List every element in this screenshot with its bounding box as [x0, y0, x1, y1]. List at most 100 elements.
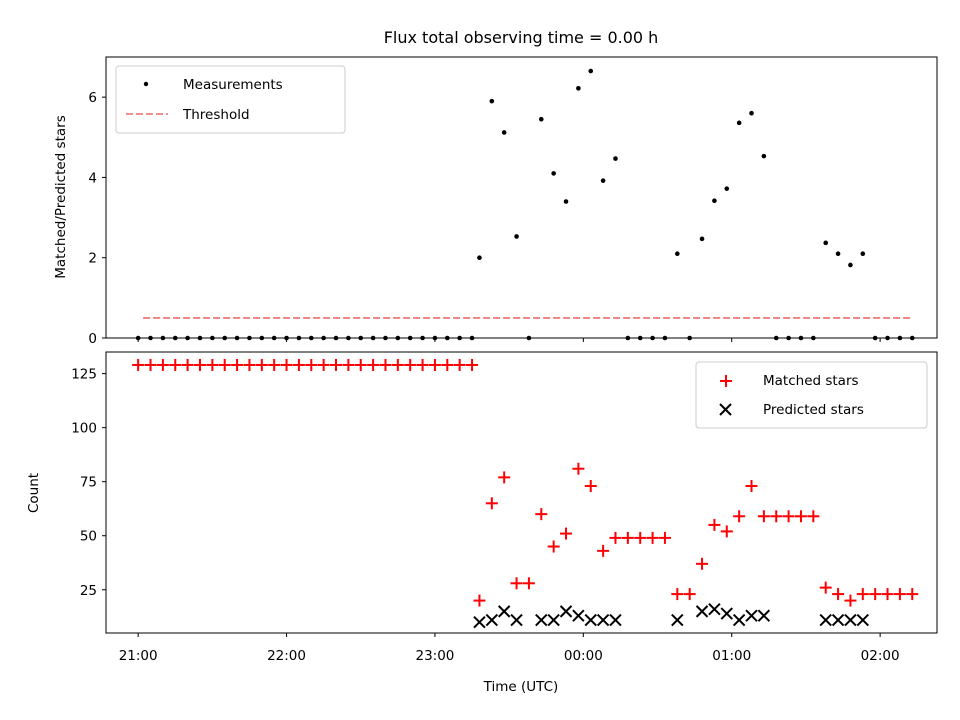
- legend-threshold-label: Threshold: [182, 107, 250, 123]
- matched-star-point: [584, 480, 597, 493]
- matched-star-point: [671, 588, 684, 601]
- measurement-point: [613, 156, 618, 161]
- matched-star-point: [609, 531, 622, 544]
- measurement-point: [514, 234, 519, 239]
- matched-star-point: [193, 358, 206, 371]
- matched-star-point: [881, 588, 894, 601]
- matched-star-point: [231, 358, 244, 371]
- matched-star-point: [330, 358, 343, 371]
- predicted-star-point: [720, 607, 733, 620]
- legend-predicted-label: Predicted stars: [763, 402, 864, 418]
- predicted-star-point: [485, 613, 499, 627]
- bottom-y-axis: 25 50 75 100 125: [71, 367, 106, 599]
- measurement-point: [576, 86, 581, 91]
- bottom-y-tick-label: 25: [80, 583, 97, 599]
- legend-matched-label: Matched stars: [763, 373, 859, 389]
- chart-title: Flux total observing time = 0.00 h: [384, 28, 659, 47]
- matched-star-point: [683, 588, 696, 601]
- measurement-point: [675, 251, 680, 256]
- top-y-tick-label: 6: [88, 90, 97, 106]
- legend-predicted-marker: [719, 403, 732, 416]
- matched-star-point: [391, 358, 404, 371]
- matched-star-point: [757, 510, 770, 523]
- matched-star-point: [156, 358, 169, 371]
- matched-star-point: [782, 510, 795, 523]
- matched-star-point: [453, 358, 466, 371]
- matched-star-point: [510, 577, 523, 590]
- predicted-star-point: [708, 603, 721, 616]
- matched-star-point: [856, 588, 869, 601]
- matched-star-point: [658, 531, 671, 544]
- top-y-axis-label: Matched/Predicted stars: [53, 115, 69, 278]
- matched-star-point: [807, 510, 820, 523]
- matched-star-point: [342, 358, 355, 371]
- matched-star-point: [634, 531, 647, 544]
- matched-star-point: [292, 358, 305, 371]
- bottom-y-axis-label: Count: [26, 473, 42, 513]
- matched-star-point: [169, 358, 182, 371]
- matched-star-point: [646, 531, 659, 544]
- top-y-tick-label: 0: [88, 331, 97, 347]
- matched-star-point: [696, 557, 709, 570]
- measurement-point: [563, 199, 569, 204]
- matched-star-point: [132, 358, 145, 371]
- matched-star-point: [597, 544, 610, 557]
- top-axes-frame: [105, 56, 938, 339]
- matched-star-point: [255, 358, 268, 371]
- measurement-point: [761, 153, 767, 159]
- measurement-point: [489, 98, 495, 104]
- legend-matched-marker: [720, 375, 732, 387]
- matched-star-point: [498, 471, 511, 484]
- matched-star-point: [416, 358, 429, 371]
- predicted-star-point: [609, 613, 622, 627]
- matched-star-point: [547, 540, 560, 553]
- matched-star-point: [535, 508, 548, 521]
- measurement-point: [835, 251, 841, 256]
- matched-star-point: [218, 358, 231, 371]
- matched-star-point: [243, 358, 256, 371]
- predicted-star-point: [757, 609, 771, 622]
- matched-star-point: [367, 358, 380, 371]
- measurement-point: [501, 130, 507, 135]
- measurement-point: [749, 110, 754, 116]
- measurement-point: [477, 255, 482, 261]
- bottom-y-tick-label: 125: [71, 367, 97, 383]
- matched-star-point: [572, 462, 585, 475]
- matched-star-point: [206, 358, 219, 371]
- matched-star-point: [906, 588, 919, 601]
- predicted-star-point: [831, 613, 845, 627]
- predicted-star-point: [745, 609, 758, 622]
- predicted-star-point: [844, 613, 857, 627]
- matched-star-point: [428, 358, 441, 371]
- measurement-point: [848, 262, 853, 268]
- matched-star-point: [745, 480, 758, 493]
- matched-star-point: [354, 358, 367, 371]
- measurement-point: [724, 186, 730, 191]
- matched-star-point: [404, 358, 417, 371]
- top-legend: Measurements Threshold: [115, 65, 346, 134]
- predicted-star-point: [584, 613, 597, 627]
- predicted-star-point: [856, 613, 870, 627]
- matched-star-point: [844, 594, 857, 607]
- measurement-point: [823, 240, 829, 246]
- measurement-point: [551, 171, 556, 176]
- predicted-star-point: [547, 613, 560, 627]
- matched-star-point: [317, 358, 330, 371]
- measurement-point: [600, 178, 606, 183]
- matched-star-point: [832, 588, 845, 601]
- top-y-tick-label: 4: [88, 170, 97, 186]
- matched-star-point: [893, 588, 906, 601]
- measurement-point: [736, 120, 742, 126]
- matched-star-point: [181, 358, 194, 371]
- measurement-point: [860, 251, 866, 256]
- measurement-point: [712, 198, 717, 204]
- x-tick-label: 00:00: [564, 648, 603, 664]
- predicted-star-point: [819, 613, 832, 627]
- top-y-axis: 0 2 4 6: [88, 90, 106, 347]
- bottom-y-tick-label: 50: [80, 529, 97, 545]
- measurement-point: [588, 68, 594, 74]
- x-tick-label: 02:00: [861, 648, 900, 664]
- predicted-star-point: [535, 613, 548, 627]
- predicted-star-point: [671, 613, 684, 627]
